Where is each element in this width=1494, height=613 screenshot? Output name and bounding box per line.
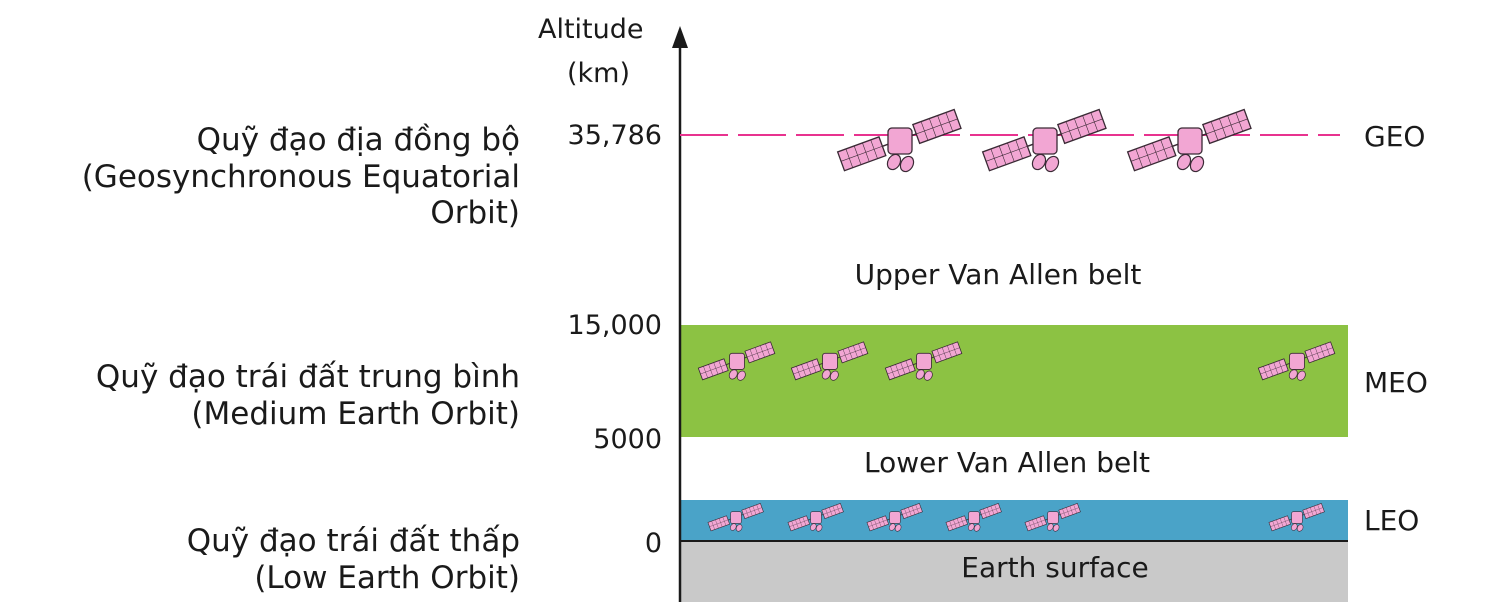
geo-description: Quỹ đạo địa đồng bộ (Geosynchronous Equa…	[82, 122, 520, 232]
earth-surface	[680, 542, 1348, 602]
leo-name-vi: Quỹ đạo trái đất thấp	[186, 523, 520, 559]
leo-band	[680, 500, 1348, 541]
tick-geo: 35,786	[567, 120, 662, 151]
geo-name-vi: Quỹ đạo địa đồng bộ	[196, 122, 520, 158]
geo-code: GEO	[1364, 120, 1426, 153]
meo-satellite-icon	[697, 341, 776, 381]
earth-surface-label: Earth surface	[961, 551, 1149, 584]
geo-satellite-icon	[1126, 108, 1252, 173]
meo-name-en: (Medium Earth Orbit)	[191, 395, 520, 432]
leo-satellite-icon	[787, 503, 844, 532]
axis-arrow-icon	[672, 26, 688, 48]
meo-name-vi: Quỹ đạo trái đất trung bình	[95, 359, 520, 395]
lower-van-allen-label: Lower Van Allen belt	[864, 446, 1150, 479]
leo-satellite-icon	[945, 503, 1002, 532]
leo-satellite-icon	[1024, 503, 1081, 532]
meo-code: MEO	[1364, 366, 1428, 399]
meo-satellite-icon	[790, 341, 869, 381]
leo-satellite-icon	[866, 503, 923, 532]
geo-name-en: (Geosynchronous Equatorial	[81, 158, 520, 195]
leo-satellite-icon	[707, 503, 764, 532]
geo-name-en-2: Orbit)	[430, 195, 520, 232]
geo-satellite-icon	[981, 108, 1107, 173]
meo-description: Quỹ đạo trái đất trung bình (Medium Eart…	[96, 359, 520, 432]
tick-5000: 5000	[593, 424, 662, 455]
axis-title: Altitude	[538, 14, 644, 45]
meo-satellite-icon	[884, 341, 963, 381]
leo-code: LEO	[1364, 504, 1420, 537]
meo-band	[680, 325, 1348, 437]
axis-unit: (km)	[567, 58, 631, 89]
meo-satellite-icon	[1257, 341, 1336, 381]
tick-zero: 0	[644, 528, 662, 559]
leo-name-en: (Low Earth Orbit)	[254, 559, 520, 596]
geo-satellite-icon	[836, 108, 962, 173]
upper-van-allen-label: Upper Van Allen belt	[854, 258, 1142, 291]
tick-15000: 15,000	[567, 310, 662, 341]
leo-satellite-icon	[1268, 503, 1325, 532]
leo-description: Quỹ đạo trái đất thấp (Low Earth Orbit)	[187, 523, 520, 596]
